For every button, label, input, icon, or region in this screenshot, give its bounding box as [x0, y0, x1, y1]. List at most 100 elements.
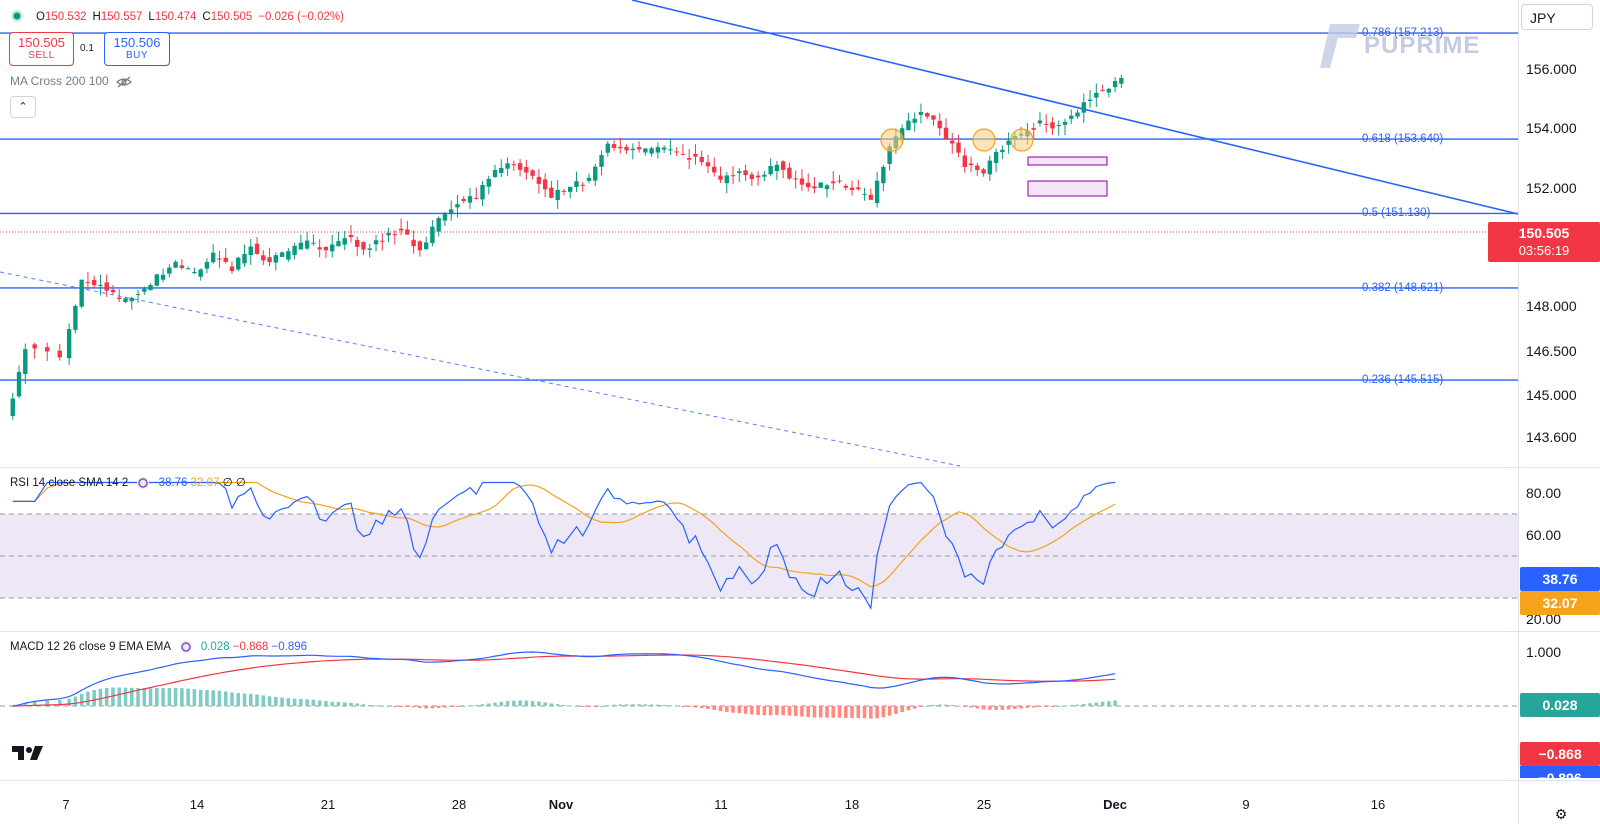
macd-signal-badge: −0.896: [1520, 766, 1600, 778]
data-window-icon[interactable]: [178, 640, 194, 654]
pane-separator[interactable]: [0, 467, 1600, 468]
macd-value: −0.868: [232, 641, 269, 654]
candle-body: [448, 209, 454, 215]
time-axis-label: 18: [844, 797, 860, 812]
candle-body: [881, 166, 886, 184]
sell-button[interactable]: 150.505 SELL: [9, 32, 74, 66]
candle-body: [530, 170, 535, 176]
rsi-axis-label: 80.00: [1526, 485, 1562, 501]
macd-histogram-bar: [768, 706, 773, 716]
candle-body: [630, 148, 636, 151]
rsi-title: RSI 14 close SMA 14 2: [10, 477, 129, 490]
macd-histogram-bar: [1056, 705, 1061, 707]
candle-body: [1006, 140, 1011, 145]
eye-hidden-icon[interactable]: [116, 76, 132, 88]
macd-histogram-bar: [242, 693, 247, 706]
candle-body: [23, 349, 28, 375]
candle-body: [975, 165, 980, 171]
macd-histogram-bar: [45, 700, 50, 706]
macd-histogram-bar: [411, 706, 416, 708]
time-axis-label: 9: [1242, 797, 1250, 812]
gear-icon[interactable]: ⚙: [1554, 806, 1568, 822]
pane-separator[interactable]: [0, 631, 1600, 632]
macd-histogram-bar: [280, 697, 284, 706]
market-status-icon[interactable]: [10, 9, 24, 23]
macd-histogram-bar: [148, 688, 153, 706]
macd-badge: −0.868: [1520, 742, 1600, 766]
macd-histogram-bar: [349, 702, 353, 706]
candle-body: [931, 115, 936, 120]
macd-histogram-bar: [386, 705, 391, 707]
macd-histogram-bar: [800, 706, 804, 717]
candle-body: [185, 268, 191, 270]
pattern-marker: [880, 128, 904, 152]
candle-body: [348, 234, 354, 238]
candle-body: [743, 170, 748, 176]
rsi-legend[interactable]: RSI 14 close SMA 14 2 38.76 32.07 ∅ ∅: [10, 476, 246, 490]
price-axis-separator: [1518, 0, 1519, 824]
candle-body: [135, 294, 141, 296]
macd-histogram-bar: [674, 705, 679, 707]
candle-body: [593, 166, 598, 181]
macd-histogram-bar: [593, 706, 598, 707]
candle-body: [536, 176, 542, 184]
time-axis-label: 7: [62, 797, 70, 812]
candle-body: [718, 175, 723, 180]
candle-body: [79, 279, 84, 307]
macd-histogram-bar: [543, 702, 547, 706]
candle-body: [812, 186, 817, 189]
buy-button[interactable]: 150.506 BUY: [104, 32, 170, 66]
symbol-selector[interactable]: JPY: [1521, 4, 1593, 30]
macd-histogram-bar: [32, 701, 37, 706]
macd-histogram-bar: [599, 705, 604, 707]
macd-histogram-bar: [248, 693, 253, 706]
candle-body: [643, 148, 648, 153]
candle-body: [524, 166, 529, 173]
macd-histogram-bar: [950, 704, 955, 706]
macd-histogram-bar: [962, 706, 967, 707]
macd-histogram-bar: [67, 698, 71, 706]
tradingview-logo-icon[interactable]: [12, 744, 44, 767]
candle-body: [367, 248, 372, 250]
collapse-legend-button[interactable]: ⌃: [10, 96, 36, 118]
data-window-icon[interactable]: [135, 476, 151, 490]
macd-histogram-bar: [1013, 706, 1017, 709]
candle-body: [273, 255, 279, 263]
candle-body: [442, 213, 448, 221]
candle-body: [355, 239, 360, 247]
time-axis-label: 25: [976, 797, 992, 812]
candle-body: [542, 179, 548, 190]
macd-histogram-bar: [812, 706, 817, 718]
candle-body: [887, 146, 892, 165]
macd-histogram-bar: [925, 705, 930, 707]
macd-histogram-bar: [217, 690, 222, 706]
macd-histogram-bar: [405, 706, 410, 707]
time-axis-label: 11: [714, 797, 728, 812]
candle-body: [223, 257, 228, 262]
candle-body: [286, 251, 291, 260]
candle-body: [45, 347, 50, 352]
macd-histogram-bar: [374, 705, 378, 707]
candle-body: [799, 178, 805, 185]
candle-body: [398, 228, 404, 231]
time-axis-label: Dec: [1103, 797, 1127, 812]
candle-body: [818, 182, 823, 188]
macd-histogram-bar: [637, 704, 641, 706]
macd-histogram-bar: [912, 706, 917, 709]
rsi-line: [12, 481, 1116, 610]
macd-histogram-bar: [649, 704, 654, 706]
macd-histogram-bar: [631, 704, 635, 706]
buy-label: BUY: [125, 50, 149, 61]
ma-cross-legend[interactable]: MA Cross 200 100: [10, 74, 132, 88]
macd-histogram-bar: [825, 706, 829, 718]
symbol-label: JPY: [1530, 10, 1556, 26]
candle-body: [730, 175, 736, 177]
macd-legend[interactable]: MACD 12 26 close 9 EMA EMA 0.028 −0.868 …: [10, 640, 307, 654]
macd-histogram-bar: [142, 688, 147, 706]
rsi-sma-badge: 32.07: [1520, 591, 1600, 615]
candle-body: [474, 197, 479, 199]
rsi-pane: [0, 481, 1518, 610]
macd-histogram-bar: [668, 705, 673, 707]
candle-body: [160, 274, 166, 280]
